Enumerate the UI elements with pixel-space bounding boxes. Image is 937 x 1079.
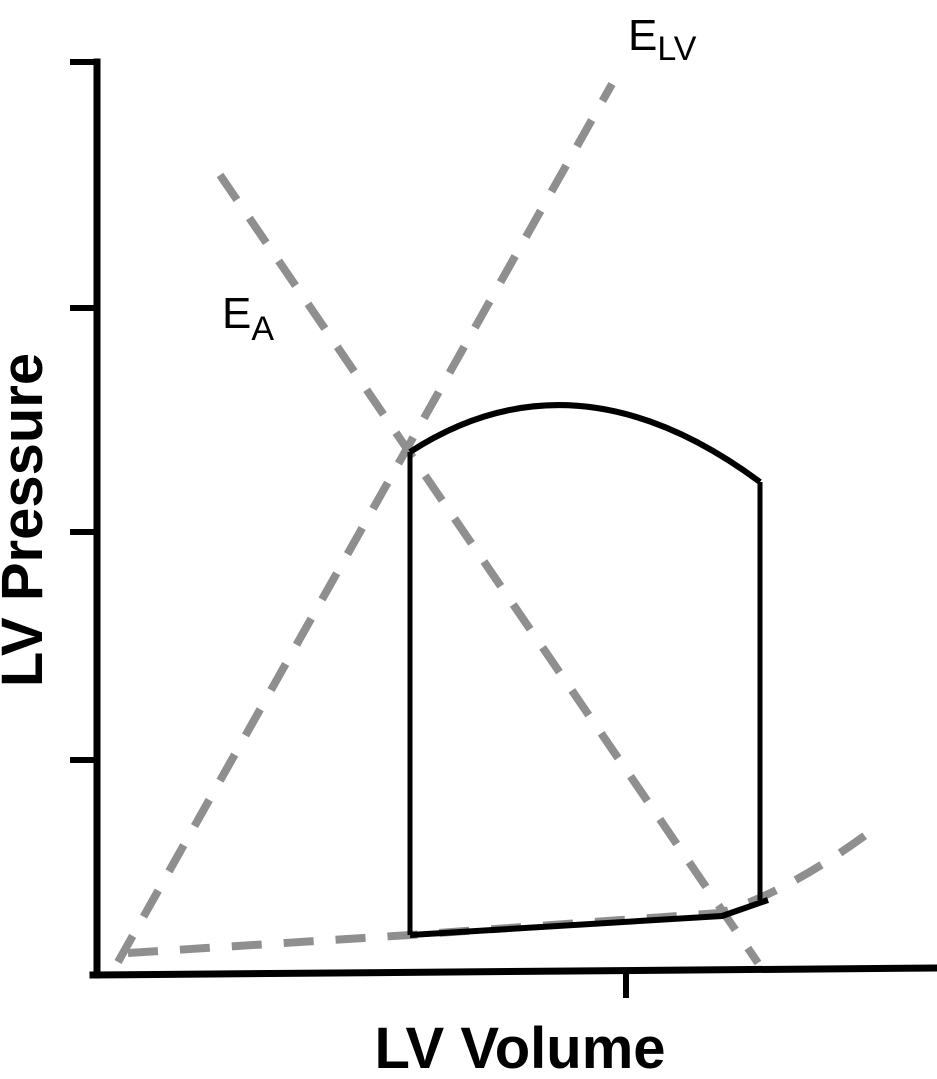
ea-label-sub: A	[251, 310, 274, 348]
dashed-relations	[114, 82, 881, 966]
elv-label-main: E	[628, 11, 657, 60]
ea-line	[216, 172, 762, 966]
ejection-curve	[408, 402, 762, 485]
filling-curve	[409, 897, 769, 938]
x-axis	[89, 964, 937, 979]
x-axis-title: LV Volume	[374, 1016, 665, 1079]
ea-label-main: E	[222, 289, 251, 338]
pv-loop	[407, 402, 769, 938]
elv-label-sub: LV	[657, 30, 696, 68]
ea-label: EA	[222, 289, 274, 348]
edpvr-curve	[127, 822, 881, 957]
elv-line	[114, 82, 616, 964]
axes	[70, 58, 937, 998]
elv-label: ELV	[628, 11, 697, 68]
y-axis-title: LV Pressure	[0, 353, 55, 687]
